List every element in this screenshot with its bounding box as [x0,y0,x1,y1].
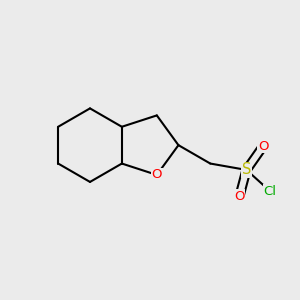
Text: O: O [258,140,268,153]
Text: O: O [152,168,162,182]
Text: O: O [234,190,245,202]
Text: Cl: Cl [264,185,277,198]
Text: S: S [242,162,251,177]
